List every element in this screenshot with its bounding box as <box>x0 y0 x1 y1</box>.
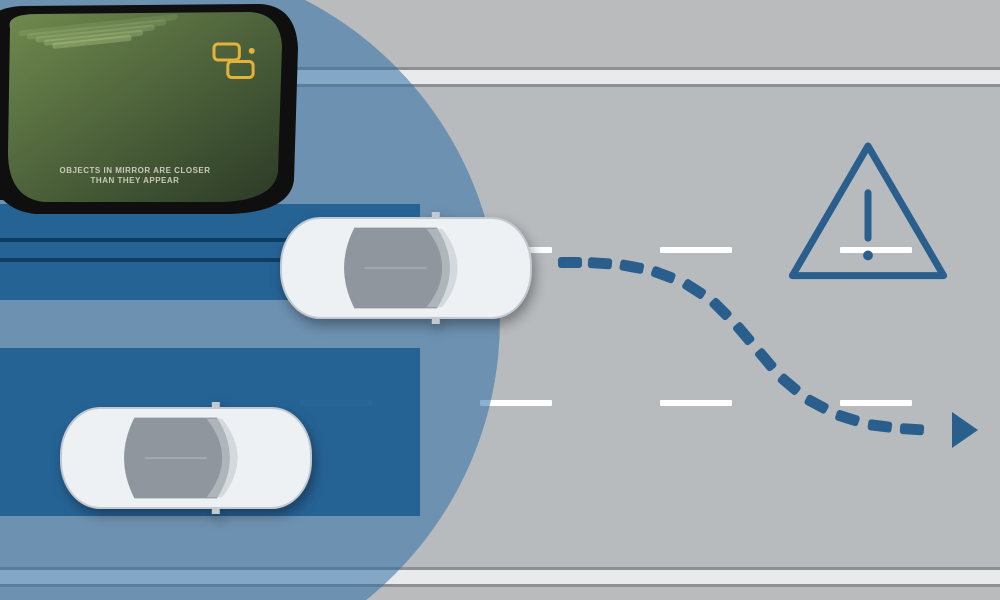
lane-dash <box>660 400 732 406</box>
sensor-accent-1 <box>0 258 300 262</box>
trajectory-dash <box>867 419 892 433</box>
lane-dash <box>660 247 732 253</box>
trajectory-dash <box>900 423 925 435</box>
lane-dash <box>480 400 552 406</box>
lane-dash <box>840 400 912 406</box>
mirror-warning-text: OBJECTS IN MIRROR ARE CLOSERTHAN THEY AP… <box>36 166 234 187</box>
car-front <box>277 212 535 324</box>
trajectory-dash <box>558 257 582 268</box>
car-rear <box>57 402 315 514</box>
trajectory-arrowhead <box>952 412 978 448</box>
warning-triangle-icon <box>786 136 950 300</box>
trajectory-dash <box>588 257 613 269</box>
side-mirror: OBJECTS IN MIRROR ARE CLOSERTHAN THEY AP… <box>0 2 300 216</box>
